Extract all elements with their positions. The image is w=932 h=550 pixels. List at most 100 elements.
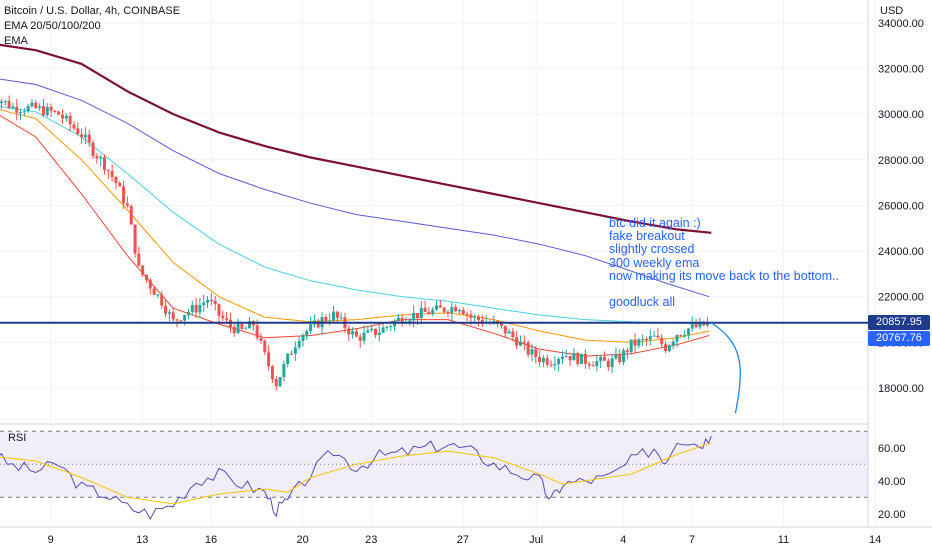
candle-body: [644, 338, 648, 340]
candle-body: [396, 317, 400, 322]
candle-body: [610, 358, 614, 368]
candle-body: [286, 353, 290, 364]
candle-body: [389, 326, 393, 328]
candle-body: [671, 341, 675, 346]
annotation-text[interactable]: btc did it again :) fake breakout slight…: [609, 216, 839, 309]
candle-body: [614, 354, 618, 359]
candle-body: [629, 339, 633, 353]
candle-body: [694, 324, 698, 328]
ema-lines: [0, 43, 712, 357]
candle-body: [515, 337, 519, 346]
candle-body: [679, 335, 683, 337]
price-tick-label: 30000.00: [878, 109, 924, 121]
annotation-line: btc did it again :): [609, 216, 701, 230]
candle-body: [324, 317, 328, 321]
candle-body: [255, 325, 259, 338]
time-axis[interactable]: 9 13 16 20 23 27 Jul 4 7 11 14: [48, 534, 882, 546]
annotation-line: now making its move back to the bottom..: [609, 268, 839, 283]
candle-body: [332, 311, 335, 321]
candle-body: [297, 340, 301, 348]
candle-body: [660, 337, 664, 345]
candle-body: [522, 341, 526, 343]
candle-body: [499, 323, 503, 326]
candle-body: [637, 339, 641, 346]
candle-body: [583, 353, 587, 364]
candle-body: [698, 321, 702, 328]
time-tick-label: 4: [620, 534, 626, 546]
candle-body: [549, 364, 553, 366]
candle-body: [477, 316, 481, 320]
candle-body: [3, 100, 7, 102]
candle-body: [49, 106, 53, 112]
ema-line-ema-100: [0, 105, 710, 325]
time-tick-label: 23: [365, 534, 377, 546]
candle-body: [267, 352, 271, 367]
indicator-ema-label[interactable]: EMA 20/50/100/200: [4, 20, 101, 32]
candle-body: [545, 358, 549, 365]
candle-body: [438, 305, 442, 308]
candle-body: [167, 312, 171, 314]
time-tick-label: 14: [869, 534, 881, 546]
candle-body: [309, 324, 313, 332]
candle-body: [22, 111, 26, 113]
price-tick-label: 24000.00: [878, 246, 924, 258]
candle-body: [568, 356, 572, 361]
candle-body: [530, 349, 534, 355]
candle-body: [370, 328, 374, 331]
candle-body: [435, 305, 439, 310]
candle-body: [7, 100, 11, 109]
candle-body: [148, 280, 152, 289]
candle-body: [179, 320, 183, 322]
candle-body: [412, 313, 416, 321]
candle-body: [206, 299, 210, 303]
candle-body: [129, 205, 133, 225]
candle-body: [591, 365, 595, 367]
candle-body: [606, 360, 610, 368]
price-tick-label: 26000.00: [878, 200, 924, 212]
candle-body: [599, 357, 603, 362]
candle-body: [11, 106, 15, 109]
candle-body: [335, 311, 339, 318]
time-tick-label: 16: [205, 534, 217, 546]
candle-body: [557, 358, 561, 365]
candle-body: [423, 307, 427, 312]
candle-body: [141, 265, 145, 275]
candle-body: [580, 353, 584, 364]
candle-body: [454, 307, 458, 312]
time-tick-label: 7: [689, 534, 695, 546]
candle-body: [526, 342, 530, 355]
candle-body: [602, 357, 606, 361]
candle-body: [122, 186, 126, 204]
ema-price-tag: 20767.76: [868, 330, 930, 346]
ema-line-ema-200: [0, 78, 710, 298]
candle-body: [564, 356, 568, 358]
candle-body: [446, 311, 450, 314]
annotation-line: fake breakout: [609, 229, 685, 244]
candle-body: [675, 335, 679, 342]
candle-body: [480, 319, 484, 324]
rsi-guides: [0, 430, 868, 498]
price-tick-label: 32000.00: [878, 63, 924, 75]
candle-body: [328, 320, 332, 322]
candle-body: [15, 106, 19, 113]
candle-body: [217, 304, 221, 316]
time-tick-label: 13: [136, 534, 148, 546]
candle-body: [240, 323, 244, 329]
last-price-tag: 20857.95: [868, 314, 930, 330]
candle-body: [690, 324, 694, 329]
candle-body: [194, 305, 198, 313]
projection-arrow[interactable]: [710, 322, 741, 414]
symbol-title[interactable]: Bitcoin / U.S. Dollar, 4h, COINBASE: [4, 5, 181, 17]
candle-body: [641, 338, 645, 340]
candle-body: [83, 134, 87, 138]
candle-body: [183, 314, 187, 321]
candle-body: [305, 331, 309, 336]
candle-body: [160, 294, 164, 306]
ema-line-ema-20: [0, 114, 710, 357]
candle-body: [465, 314, 469, 316]
candle-body: [114, 177, 118, 183]
candle-body: [457, 309, 461, 312]
candle-body: [137, 253, 141, 266]
indicator-ema2-label[interactable]: EMA: [4, 35, 28, 47]
